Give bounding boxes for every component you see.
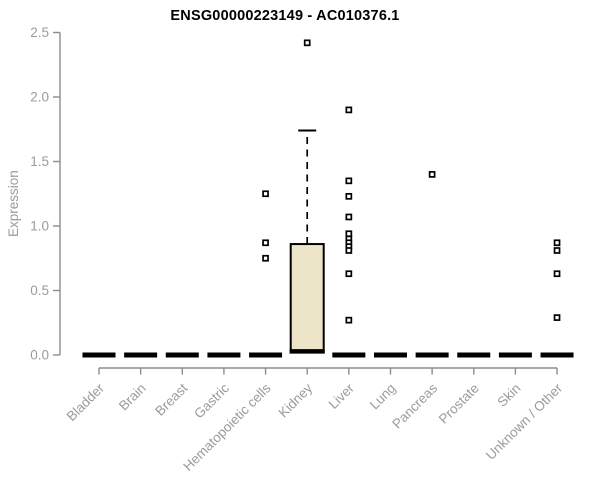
- x-tick-label: Brain: [116, 381, 149, 414]
- outlier-point: [262, 190, 269, 198]
- zero-boxplot-bar: [457, 352, 491, 358]
- outlier-point: [303, 39, 311, 47]
- outlier-point: [345, 247, 353, 254]
- chart-title: ENSG00000223149 - AC010376.1: [170, 8, 400, 24]
- outlier-point: [553, 239, 561, 247]
- zero-boxplot-bar: [249, 352, 283, 358]
- y-tick-label: 1.5: [30, 154, 49, 169]
- x-tick-label: Lung: [367, 381, 399, 413]
- zero-boxplot-bar: [540, 352, 574, 358]
- outlier-point: [345, 106, 353, 114]
- y-tick-label: 2.5: [30, 25, 49, 40]
- outlier-point: [345, 316, 353, 324]
- outlier-point: [345, 177, 353, 185]
- x-tick-label: Skin: [494, 381, 523, 410]
- outlier-point: [345, 270, 353, 278]
- zero-boxplot-bar: [207, 352, 241, 358]
- x-tick-label: Liver: [326, 380, 358, 412]
- outlier-point: [553, 247, 561, 254]
- zero-boxplot-bar: [498, 352, 532, 358]
- zero-boxplot-bar: [165, 352, 199, 358]
- zero-boxplot-bar: [82, 352, 116, 358]
- x-tick-label: Breast: [152, 380, 190, 418]
- outlier-point: [262, 254, 269, 262]
- outlier-point: [262, 239, 269, 247]
- outlier-point: [428, 171, 436, 178]
- zero-boxplot-bar: [415, 352, 449, 358]
- outlier-point: [553, 270, 561, 278]
- outlier-point: [345, 213, 353, 221]
- outlier-point: [553, 314, 561, 321]
- zero-boxplot-bar: [124, 352, 158, 358]
- x-tick-label: Pancreas: [389, 380, 440, 431]
- outlier-point: [345, 230, 353, 238]
- zero-boxplot-bar: [332, 352, 366, 358]
- x-tick-label: Unknown / Other: [483, 380, 566, 463]
- y-tick-label: 2.0: [30, 90, 49, 105]
- y-tick-label: 0.0: [30, 348, 49, 363]
- x-tick-label: Prostate: [436, 381, 482, 427]
- boxplot-box: [289, 243, 325, 354]
- outlier-point: [345, 192, 353, 200]
- x-tick-label: Kidney: [276, 380, 316, 420]
- x-tick-label: Bladder: [64, 380, 108, 424]
- y-tick-label: 1.0: [30, 219, 49, 234]
- y-tick-label: 0.5: [30, 283, 49, 298]
- zero-boxplot-bar: [373, 352, 407, 358]
- x-tick-label: Gastric: [191, 380, 232, 421]
